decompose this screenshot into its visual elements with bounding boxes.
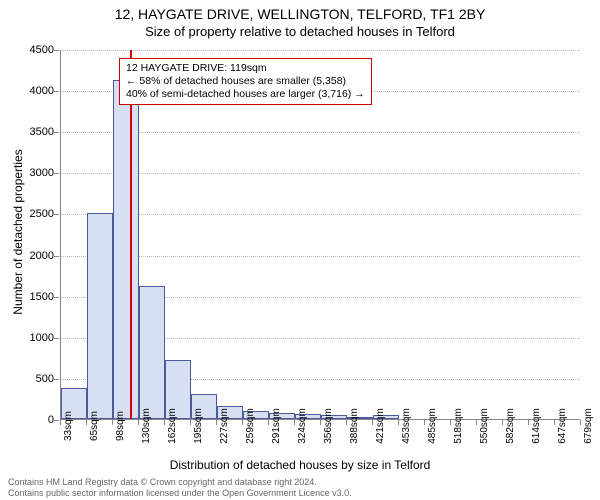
x-tick-label: 33sqm — [63, 411, 74, 441]
x-tick-mark — [528, 420, 529, 425]
y-tick-mark — [54, 420, 59, 421]
callout-line-1: 12 HAYGATE DRIVE: 119sqm — [126, 62, 365, 75]
x-tick-label: 162sqm — [167, 408, 178, 444]
x-tick-mark — [424, 420, 425, 425]
x-tick-mark — [450, 420, 451, 425]
chart-container: 12, HAYGATE DRIVE, WELLINGTON, TELFORD, … — [0, 0, 600, 500]
x-tick-label: 356sqm — [323, 408, 334, 444]
x-tick-label: 98sqm — [115, 411, 126, 441]
x-tick-mark — [138, 420, 139, 425]
x-tick-mark — [502, 420, 503, 425]
x-tick-mark — [372, 420, 373, 425]
x-tick-mark — [476, 420, 477, 425]
x-tick-mark — [190, 420, 191, 425]
x-tick-label: 421sqm — [375, 408, 386, 444]
y-tick-label: 3500 — [30, 126, 54, 138]
y-tick-mark — [54, 297, 59, 298]
x-tick-mark — [294, 420, 295, 425]
x-tick-label: 679sqm — [583, 408, 594, 444]
x-tick-mark — [320, 420, 321, 425]
y-tick-mark — [54, 91, 59, 92]
footer-line-1: Contains HM Land Registry data © Crown c… — [8, 477, 592, 487]
x-tick-label: 291sqm — [271, 408, 282, 444]
grid-line — [61, 50, 580, 51]
plot-area: 12 HAYGATE DRIVE: 119sqm ← 58% of detach… — [60, 50, 580, 420]
x-tick-label: 614sqm — [531, 408, 542, 444]
x-tick-mark — [112, 420, 113, 425]
y-tick-mark — [54, 379, 59, 380]
y-tick-mark — [54, 338, 59, 339]
x-tick-label: 647sqm — [557, 408, 568, 444]
callout-line-2: ← 58% of detached houses are smaller (5,… — [126, 75, 365, 88]
chart-title-main: 12, HAYGATE DRIVE, WELLINGTON, TELFORD, … — [0, 6, 600, 22]
footer-line-2: Contains public sector information licen… — [8, 488, 592, 498]
x-tick-label: 518sqm — [453, 408, 464, 444]
y-tick-label: 4000 — [30, 85, 54, 97]
y-axis-ticks: 050010001500200025003000350040004500 — [0, 50, 58, 420]
y-tick-mark — [54, 173, 59, 174]
x-tick-mark — [346, 420, 347, 425]
x-tick-label: 130sqm — [141, 408, 152, 444]
x-tick-mark — [86, 420, 87, 425]
y-tick-label: 4500 — [30, 44, 54, 56]
y-tick-label: 1000 — [30, 332, 54, 344]
x-tick-label: 388sqm — [349, 408, 360, 444]
histogram-bar — [113, 80, 139, 419]
callout-box: 12 HAYGATE DRIVE: 119sqm ← 58% of detach… — [119, 58, 372, 105]
y-tick-mark — [54, 214, 59, 215]
x-tick-label: 485sqm — [427, 408, 438, 444]
histogram-bar — [87, 213, 113, 419]
x-tick-label: 324sqm — [297, 408, 308, 444]
y-tick-label: 3000 — [30, 167, 54, 179]
x-tick-label: 227sqm — [219, 408, 230, 444]
y-tick-label: 500 — [36, 373, 54, 385]
y-tick-label: 2000 — [30, 250, 54, 262]
x-tick-label: 550sqm — [479, 408, 490, 444]
footer-attribution: Contains HM Land Registry data © Crown c… — [8, 477, 592, 498]
y-tick-label: 2500 — [30, 208, 54, 220]
y-tick-mark — [54, 256, 59, 257]
x-tick-mark — [242, 420, 243, 425]
chart-title-sub: Size of property relative to detached ho… — [0, 24, 600, 39]
y-tick-label: 1500 — [30, 291, 54, 303]
x-tick-label: 453sqm — [401, 408, 412, 444]
x-tick-mark — [398, 420, 399, 425]
x-tick-label: 259sqm — [245, 408, 256, 444]
callout-line-3: 40% of semi-detached houses are larger (… — [126, 88, 365, 101]
x-tick-label: 582sqm — [505, 408, 516, 444]
x-tick-mark — [580, 420, 581, 425]
y-tick-mark — [54, 50, 59, 51]
histogram-bar — [139, 286, 165, 419]
x-tick-label: 65sqm — [89, 411, 100, 441]
x-tick-mark — [216, 420, 217, 425]
x-tick-mark — [268, 420, 269, 425]
x-tick-mark — [554, 420, 555, 425]
y-tick-mark — [54, 132, 59, 133]
x-tick-label: 195sqm — [193, 408, 204, 444]
x-tick-mark — [164, 420, 165, 425]
x-axis-label: Distribution of detached houses by size … — [0, 458, 600, 472]
x-tick-mark — [60, 420, 61, 425]
